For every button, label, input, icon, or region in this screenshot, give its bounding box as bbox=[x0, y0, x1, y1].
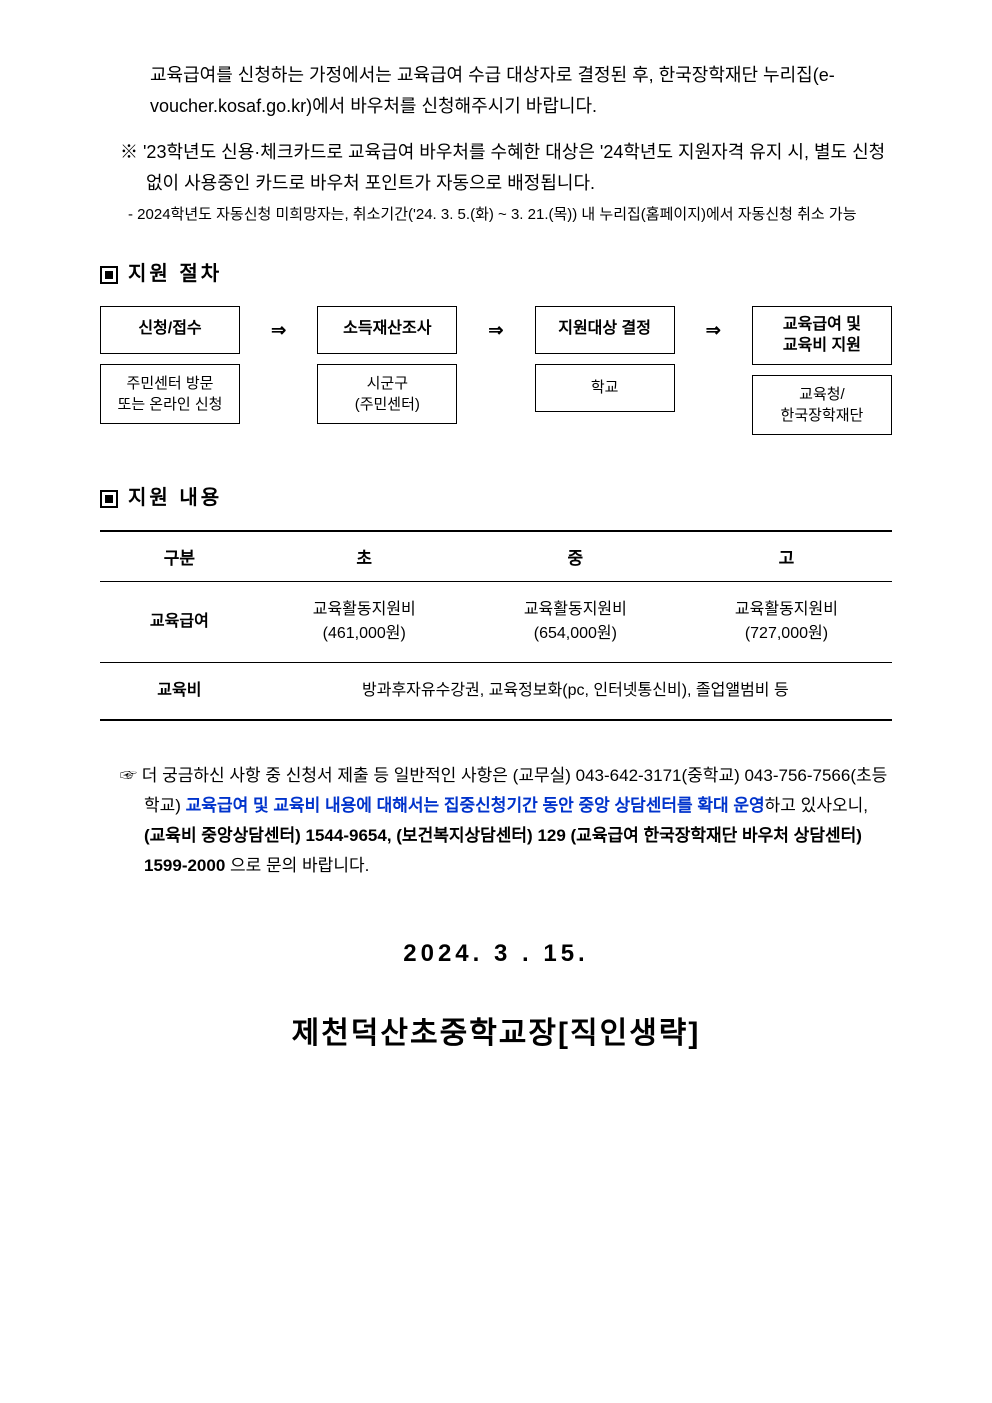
arrow-icon: ⇒ bbox=[271, 306, 286, 341]
flow-step-2-bottom: 시군구(주민센터) bbox=[317, 364, 457, 424]
contact-info: ☞ 더 궁금하신 사항 중 신청서 제출 등 일반적인 사항은 (교무실) 04… bbox=[100, 761, 892, 880]
section-procedure-title: 지원 절차 bbox=[100, 257, 892, 286]
table-header-cell: 구분 bbox=[100, 531, 259, 582]
flow-step-4: 교육급여 및교육비 지원 교육청/한국장학재단 bbox=[752, 306, 892, 446]
flow-step-1: 신청/접수 주민센터 방문또는 온라인 신청 bbox=[100, 306, 240, 434]
section-content-title: 지원 내용 bbox=[100, 481, 892, 510]
table-cell: 교육활동지원비(461,000원) bbox=[259, 582, 470, 663]
table-header-row: 구분 초 중 고 bbox=[100, 531, 892, 582]
flow-step-2-top: 소득재산조사 bbox=[317, 306, 457, 354]
flow-step-1-top: 신청/접수 bbox=[100, 306, 240, 354]
table-row-label: 교육급여 bbox=[100, 582, 259, 663]
square-marker-icon bbox=[100, 266, 118, 284]
table-header-cell: 초 bbox=[259, 531, 470, 582]
section-content-title-text: 지원 내용 bbox=[128, 487, 222, 509]
arrow-icon: ⇒ bbox=[706, 306, 721, 341]
flow-step-3: 지원대상 결정 학교 bbox=[535, 306, 675, 422]
intro-small-note: - 2024학년도 자동신청 미희망자는, 취소기간('24. 3. 5.(화)… bbox=[100, 204, 892, 227]
table-row: 교육비 방과후자유수강권, 교육정보화(pc, 인터넷통신비), 졸업앨범비 등 bbox=[100, 663, 892, 721]
flow-step-2: 소득재산조사 시군구(주민센터) bbox=[317, 306, 457, 434]
contact-mid: 하고 있사오니, bbox=[765, 796, 868, 815]
contact-blue-text: 교육급여 및 교육비 내용에 대해서는 집중신청기간 동안 중앙 상담센터를 확… bbox=[186, 796, 765, 815]
table-header-cell: 고 bbox=[681, 531, 892, 582]
table-row-label: 교육비 bbox=[100, 663, 259, 721]
table-row: 교육급여 교육활동지원비(461,000원) 교육활동지원비(654,000원)… bbox=[100, 582, 892, 663]
table-cell: 교육활동지원비(654,000원) bbox=[470, 582, 681, 663]
flow-step-3-top: 지원대상 결정 bbox=[535, 306, 675, 354]
flow-step-4-bottom: 교육청/한국장학재단 bbox=[752, 375, 892, 435]
section-procedure-title-text: 지원 절차 bbox=[128, 263, 222, 285]
square-marker-icon bbox=[100, 490, 118, 508]
flow-step-3-bottom: 학교 bbox=[535, 364, 675, 412]
procedure-flow: 신청/접수 주민센터 방문또는 온라인 신청 ⇒ 소득재산조사 시군구(주민센터… bbox=[100, 306, 892, 446]
intro-paragraph-1: 교육급여를 신청하는 가정에서는 교육급여 수급 대상자로 결정된 후, 한국장… bbox=[100, 60, 892, 121]
flow-step-4-top: 교육급여 및교육비 지원 bbox=[752, 306, 892, 366]
table-cell: 교육활동지원비(727,000원) bbox=[681, 582, 892, 663]
table-merged-cell: 방과후자유수강권, 교육정보화(pc, 인터넷통신비), 졸업앨범비 등 bbox=[259, 663, 892, 721]
intro-paragraph-2: ※ '23학년도 신용·체크카드로 교육급여 바우처를 수혜한 대상은 '24학… bbox=[100, 137, 892, 198]
date: 2024. 3 . 15. bbox=[100, 940, 892, 968]
support-content-table: 구분 초 중 고 교육급여 교육활동지원비(461,000원) 교육활동지원비(… bbox=[100, 530, 892, 721]
table-header-cell: 중 bbox=[470, 531, 681, 582]
contact-suffix: 으로 문의 바랍니다. bbox=[225, 856, 369, 875]
flow-step-1-bottom: 주민센터 방문또는 온라인 신청 bbox=[100, 364, 240, 424]
signature: 제천덕산초중학교장[직인생략] bbox=[100, 1008, 892, 1052]
arrow-icon: ⇒ bbox=[488, 306, 503, 341]
